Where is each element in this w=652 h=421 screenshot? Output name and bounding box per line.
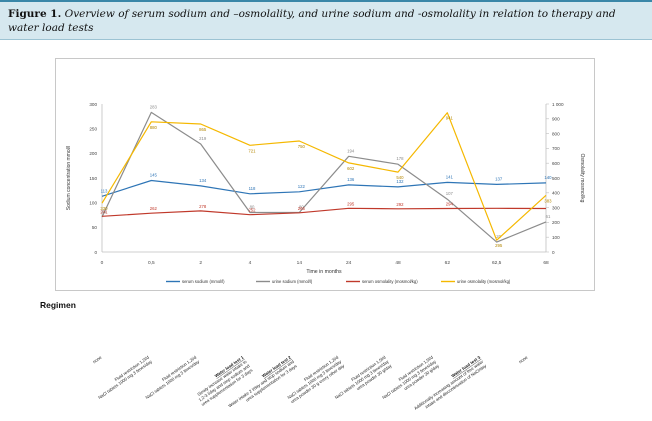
- series-line: [101, 207, 547, 217]
- x-tick-label: 62: [445, 260, 451, 266]
- data-label: 295: [347, 201, 355, 206]
- y-right-tick-label: 300: [552, 205, 560, 210]
- figure-caption-text: Overview of serum sodium and –osmolality…: [8, 8, 616, 34]
- data-label: 383: [544, 198, 552, 203]
- data-label: 265: [298, 206, 306, 211]
- figure-caption: Figure 1. Overview of serum sodium and –…: [0, 0, 652, 40]
- data-label: 241: [100, 209, 108, 214]
- legend-label: serum osmolality (mosmol/kg): [362, 279, 418, 284]
- x-tick-label: 14: [297, 260, 303, 266]
- data-label: 80: [250, 205, 255, 210]
- data-label: 71: [102, 209, 107, 214]
- y-right-tick-label: 800: [552, 131, 560, 136]
- y-right-tick-label: 1 000: [552, 102, 564, 107]
- data-label: 880: [150, 125, 158, 130]
- data-label: 113: [101, 188, 108, 193]
- data-label: 540: [396, 175, 404, 180]
- data-label: 145: [150, 172, 158, 177]
- data-label: 262: [150, 206, 158, 211]
- x-tick-label: 68: [543, 260, 549, 266]
- data-label: 294: [446, 201, 454, 206]
- data-label: 134: [199, 178, 207, 183]
- data-label: 20: [496, 234, 501, 239]
- y-left-tick-label: 200: [89, 151, 97, 156]
- data-label: 122: [298, 184, 306, 189]
- series-line: [101, 112, 547, 241]
- y-left-tick-label: 100: [89, 200, 97, 205]
- regimen-title: Regimen: [40, 300, 76, 310]
- y-right-tick-label: 900: [552, 117, 560, 122]
- y-left-tick-label: 300: [89, 102, 97, 107]
- y-left-tick-label: 50: [92, 225, 98, 230]
- regimen-line: none: [92, 354, 103, 364]
- y-right-tick-label: 200: [552, 220, 560, 225]
- line-chart: 0501001502002503000100200300400500600700…: [66, 102, 585, 284]
- regimen-section: Regimen none Fluid restriction 1,2l/d NaCl…: [40, 300, 620, 418]
- series-line: [101, 179, 547, 197]
- y-left-tick-label: 150: [89, 176, 97, 181]
- x-tick-label: 4: [249, 260, 252, 266]
- data-label: 278: [199, 204, 207, 209]
- data-label: 141: [446, 174, 454, 179]
- data-label: 137: [495, 176, 503, 181]
- legend-label: serum sodium (mmol/l): [182, 279, 225, 284]
- y-axis-left-title: Sodium concentration mmol/l: [66, 146, 72, 210]
- x-tick-label: 48: [395, 260, 401, 266]
- x-tick-label: 62,5: [492, 260, 502, 266]
- regimen-line: NaCl tablets 1000 mg 3 times/day: [97, 359, 153, 401]
- y-right-tick-label: 500: [552, 176, 560, 181]
- x-tick-label: 0,5: [148, 260, 155, 266]
- data-label: 107: [446, 191, 454, 196]
- y-left-tick-label: 250: [89, 126, 97, 131]
- data-label: 283: [150, 104, 158, 109]
- figure-label: Figure 1.: [8, 8, 62, 20]
- data-label: 865: [199, 127, 207, 132]
- data-label: 330: [100, 206, 108, 211]
- legend-label: urine sodium (mmol/l): [272, 279, 313, 284]
- y-right-tick-label: 600: [552, 161, 560, 166]
- series-line: [101, 111, 547, 243]
- data-label: 750: [298, 144, 306, 149]
- regimen-line: none: [518, 354, 529, 364]
- data-label: 132: [396, 179, 404, 184]
- data-label: 61: [546, 214, 551, 219]
- data-label: 194: [347, 148, 355, 153]
- data-label: 292: [396, 202, 404, 207]
- data-label: 295: [495, 243, 503, 248]
- data-label: 140: [544, 175, 552, 180]
- y-right-tick-label: 0: [552, 250, 555, 255]
- x-axis-title: Time in months: [306, 269, 342, 275]
- legend-label: urine osmolality (mosmol/kg): [457, 279, 511, 284]
- x-tick-label: 0: [101, 260, 104, 266]
- data-label: 80: [299, 205, 304, 210]
- y-right-tick-label: 400: [552, 191, 560, 196]
- regimen-line: NaCl tablets 1000 mg 3 times/day: [145, 359, 201, 401]
- data-label: 721: [248, 148, 256, 153]
- y-axis-right-title: Osmolality mosmol/kg: [579, 154, 585, 203]
- y-right-tick-label: 700: [552, 146, 560, 151]
- data-label: 118: [249, 186, 256, 191]
- regimen-item: none: [92, 354, 103, 364]
- data-label: 252: [248, 208, 256, 213]
- y-right-tick-label: 100: [552, 235, 560, 240]
- data-label: 136: [347, 177, 355, 182]
- regimen-item: none: [518, 354, 529, 364]
- data-label: 602: [347, 166, 355, 171]
- y-left-tick-label: 0: [94, 250, 97, 255]
- data-label: 178: [396, 156, 404, 161]
- x-tick-label: 2: [199, 260, 202, 266]
- x-tick-label: 24: [346, 260, 352, 266]
- data-label: 941: [446, 116, 454, 121]
- data-label: 219: [199, 136, 207, 141]
- chart-frame: 0 50 100 150 200 250 300 0 100 200 300 400 500 600 700…: [55, 58, 595, 291]
